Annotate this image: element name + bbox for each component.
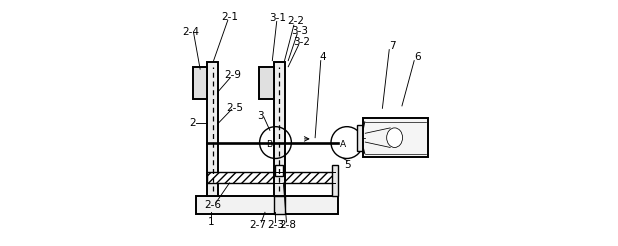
Text: A: A [339, 140, 345, 149]
Text: 6: 6 [415, 52, 421, 62]
Bar [274, 196, 284, 214]
Text: 2: 2 [190, 118, 196, 128]
Text: 4: 4 [319, 52, 326, 62]
Text: 2-7: 2-7 [249, 219, 266, 230]
Bar [193, 67, 208, 99]
Bar [197, 196, 338, 214]
Text: 7: 7 [389, 41, 396, 51]
Text: 3-2: 3-2 [293, 37, 310, 47]
Bar [275, 172, 335, 183]
Bar [259, 67, 274, 99]
Bar [208, 172, 275, 183]
Text: 2-1: 2-1 [221, 12, 238, 22]
Text: 2-4: 2-4 [182, 28, 199, 37]
Bar [275, 165, 283, 176]
Text: 3-1: 3-1 [269, 13, 286, 23]
Text: 2-5: 2-5 [226, 103, 243, 113]
Text: 3-3: 3-3 [290, 26, 308, 36]
Bar [363, 118, 428, 157]
Text: 3: 3 [256, 111, 263, 121]
Text: 2-8: 2-8 [280, 219, 297, 230]
Text: 2-3: 2-3 [267, 219, 284, 230]
Bar [274, 62, 284, 196]
Text: 2-9: 2-9 [225, 70, 242, 80]
Text: 1: 1 [208, 217, 214, 227]
Bar [357, 125, 363, 151]
Text: 2-2: 2-2 [287, 16, 304, 27]
Text: 5: 5 [344, 160, 351, 169]
Bar [362, 138, 365, 147]
Text: B: B [266, 140, 273, 149]
Text: 2-6: 2-6 [204, 200, 221, 210]
Ellipse shape [387, 128, 402, 147]
Bar [208, 62, 219, 196]
Bar [332, 165, 338, 196]
